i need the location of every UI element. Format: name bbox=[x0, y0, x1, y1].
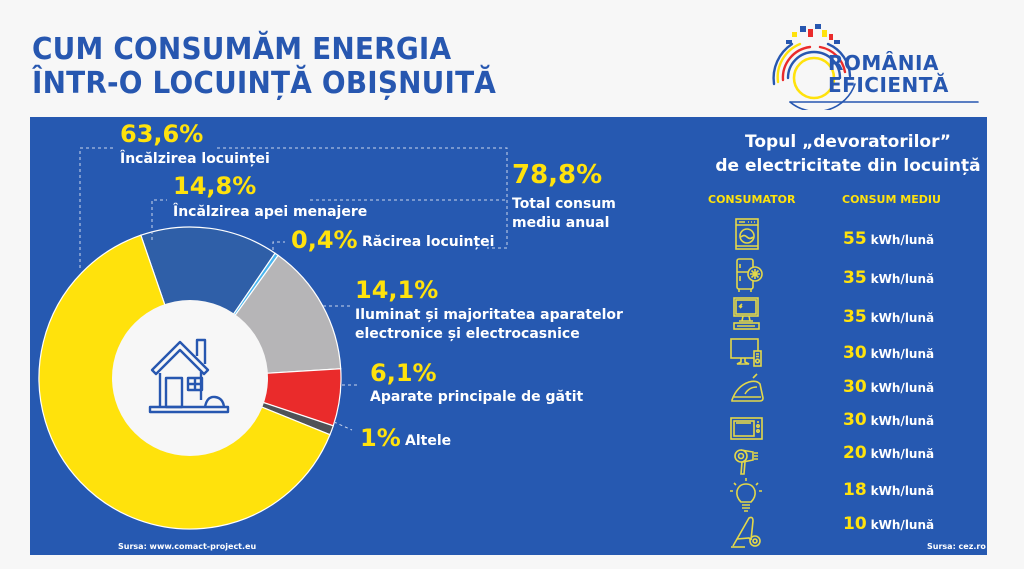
others-pct: 1% bbox=[360, 424, 401, 452]
consumption-value: 30 bbox=[843, 377, 867, 397]
cooking-label: Aparate principale de gătit bbox=[370, 389, 584, 405]
devourers-title-line-2: de electricitate din locuință bbox=[715, 156, 981, 176]
heating-label: Încălzirea locuinței bbox=[120, 151, 270, 167]
title-line-1: CUM CONSUMĂM ENERGIA bbox=[32, 32, 452, 67]
romania-eficienta-logo-icon bbox=[772, 24, 979, 110]
consumption-unit: kWh/lună bbox=[870, 484, 935, 498]
lighting-label: Iluminat și majoritatea aparatelor elect… bbox=[355, 306, 623, 344]
microwave-icon bbox=[730, 417, 763, 440]
consumption-value: 35 bbox=[843, 268, 867, 288]
consumption-row: 30 kWh/lună bbox=[843, 343, 934, 363]
title-line-2: ÎNTR-O LOCUINȚĂ OBIȘNUITĂ bbox=[32, 66, 497, 101]
desktop-computer-icon bbox=[733, 297, 760, 330]
consumption-unit: kWh/lună bbox=[870, 518, 935, 532]
devourers-title: Topul „devoratorilor” de electricitate d… bbox=[692, 130, 1004, 178]
cooling-label: Răcirea locuinței bbox=[362, 234, 495, 250]
lighting-label-line-1: Iluminat și majoritatea aparatelor bbox=[355, 307, 623, 323]
total-label-line-1: Total consum bbox=[512, 196, 616, 212]
consumption-row: 30 kWh/lună bbox=[843, 410, 934, 430]
cooking-pct: 6,1% bbox=[370, 359, 437, 387]
consumption-unit: kWh/lună bbox=[870, 233, 935, 247]
consumption-row: 30 kWh/lună bbox=[843, 377, 934, 397]
lighting-label-line-2: electronice și electrocasnice bbox=[355, 326, 580, 342]
logo-line-2: EFICIENTĂ bbox=[828, 73, 949, 97]
consumption-row: 20 kWh/lună bbox=[843, 443, 934, 463]
logo-line-1: ROMÂNIA bbox=[828, 51, 939, 75]
water-heating-label: Încălzirea apei menajere bbox=[173, 204, 368, 220]
devourers-title-line-1: Topul „devoratorilor” bbox=[745, 132, 951, 152]
washing-machine-icon bbox=[735, 218, 759, 250]
devourers-source: Sursa: cez.ro bbox=[927, 542, 986, 551]
consumption-unit: kWh/lună bbox=[870, 447, 935, 461]
total-pct: 78,8% bbox=[512, 160, 603, 190]
consumption-unit: kWh/lună bbox=[870, 272, 935, 286]
consumption-value: 10 bbox=[843, 514, 867, 534]
total-label: Total consum mediu anual bbox=[512, 195, 616, 233]
consumption-value: 30 bbox=[843, 410, 867, 430]
light-bulb-icon bbox=[730, 478, 762, 512]
consumption-row: 10 kWh/lună bbox=[843, 514, 934, 534]
consumption-value: 30 bbox=[843, 343, 867, 363]
consumption-row: 35 kWh/lună bbox=[843, 307, 934, 327]
consumption-unit: kWh/lună bbox=[870, 414, 935, 428]
hair-dryer-icon bbox=[734, 449, 758, 475]
tv-icon bbox=[730, 338, 762, 367]
vacuum-cleaner-icon bbox=[731, 516, 761, 548]
refrigerator-icon bbox=[736, 258, 763, 292]
consumption-value: 35 bbox=[843, 307, 867, 327]
consumption-value: 18 bbox=[843, 480, 867, 500]
consumption-value: 20 bbox=[843, 443, 867, 463]
column-header-consumption: CONSUM MEDIU bbox=[842, 193, 941, 206]
consumption-row: 18 kWh/lună bbox=[843, 480, 934, 500]
water-heating-pct: 14,8% bbox=[173, 172, 257, 200]
lighting-pct: 14,1% bbox=[355, 276, 439, 304]
others-label: Altele bbox=[405, 433, 452, 449]
logo-text: ROMÂNIA EFICIENTĂ bbox=[828, 52, 949, 96]
column-header-consumer: CONSUMATOR bbox=[708, 193, 796, 206]
consumption-unit: kWh/lună bbox=[870, 311, 935, 325]
consumption-unit: kWh/lună bbox=[870, 347, 935, 361]
consumption-row: 35 kWh/lună bbox=[843, 268, 934, 288]
iron-icon bbox=[731, 373, 764, 402]
consumption-row: 55 kWh/lună bbox=[843, 229, 934, 249]
cooling-pct: 0,4% bbox=[291, 226, 358, 254]
total-label-line-2: mediu anual bbox=[512, 215, 610, 231]
page-title: CUM CONSUMĂM ENERGIA ÎNTR-O LOCUINȚĂ OBI… bbox=[32, 33, 496, 101]
consumption-unit: kWh/lună bbox=[870, 381, 935, 395]
consumption-value: 55 bbox=[843, 229, 867, 249]
heating-pct: 63,6% bbox=[120, 120, 204, 148]
chart-source: Sursa: www.comact-project.eu bbox=[118, 542, 257, 551]
